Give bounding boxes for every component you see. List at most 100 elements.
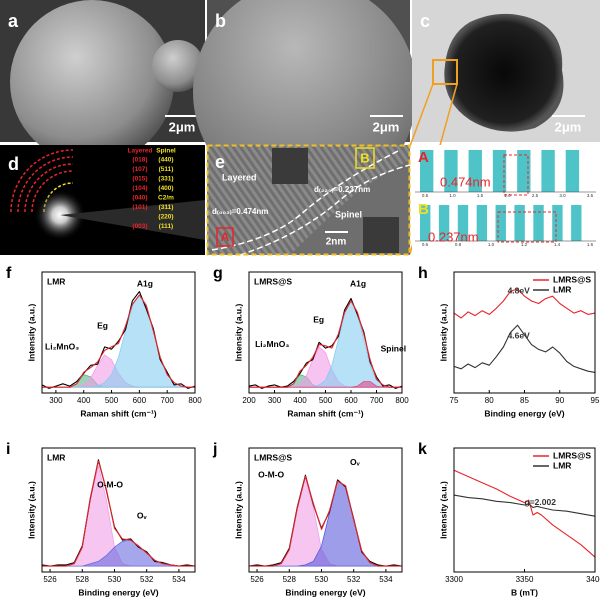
spectrum-line xyxy=(248,297,403,389)
profile-bar xyxy=(476,205,488,241)
profile-tick: 0.5 xyxy=(422,193,429,198)
annotation: O-M-O xyxy=(258,470,284,480)
x-tick-label: 528 xyxy=(76,575,90,584)
panel-letter: j xyxy=(212,441,217,458)
annotation: A1g xyxy=(350,278,366,288)
profile-spacing: 0.474nm xyxy=(440,174,491,189)
profile-label: B xyxy=(418,201,429,218)
profile-tick: 0.8 xyxy=(455,242,462,247)
profile-bar xyxy=(571,205,582,241)
x-tick-label: 800 xyxy=(395,396,409,405)
annotation: O-M-O xyxy=(97,479,123,489)
index-label: (101) xyxy=(132,204,147,211)
annotation: g=2.002 xyxy=(525,497,557,507)
panel-letter: h xyxy=(418,265,428,282)
scale-label: 2μm xyxy=(169,119,196,134)
panel-letter: i xyxy=(6,441,10,458)
annotation: A1g xyxy=(137,278,153,288)
x-tick-label: 530 xyxy=(108,575,122,584)
spinel-label: Spinel xyxy=(335,209,362,219)
spectrum-line xyxy=(249,475,402,567)
index-label: (440) xyxy=(158,157,173,164)
spectrum-line xyxy=(453,469,596,558)
x-tick-label: 528 xyxy=(283,575,297,584)
plot-frame xyxy=(41,271,196,394)
highlight-box xyxy=(497,211,557,243)
zoom-line xyxy=(409,83,434,147)
panel-e: A B e Layered Spinel d₍₀₀₃₎=0.474nm d₍₂₂… xyxy=(206,144,411,256)
x-tick-label: 500 xyxy=(319,396,333,405)
x-axis-label: B (mT) xyxy=(511,587,538,597)
index-label: (220) xyxy=(158,214,173,221)
x-tick-label: 700 xyxy=(370,396,384,405)
profile-bar xyxy=(444,150,458,192)
fft-inset xyxy=(272,148,308,184)
diffraction-ring xyxy=(10,149,74,213)
x-tick-label: 530 xyxy=(315,575,329,584)
y-axis-label: Intensity (a.u.) xyxy=(26,304,36,362)
x-tick-label: 3300 xyxy=(445,575,463,584)
profile-tick: 1.0 xyxy=(488,242,495,247)
diffraction-ring xyxy=(24,163,74,213)
annotation: Oᵥ xyxy=(350,457,361,467)
particle xyxy=(152,40,204,92)
legend-label: LMRS@S xyxy=(553,274,591,284)
panel-letter: b xyxy=(215,11,226,31)
panel-c: c 2μm xyxy=(412,0,600,142)
legend-label: LMRS@S xyxy=(553,450,591,460)
profile-tick: 3.5 xyxy=(587,193,594,198)
index-label: (311) xyxy=(159,204,174,211)
profile-bar xyxy=(468,150,482,192)
index-label: (107) xyxy=(132,166,147,173)
x-tick-label: 526 xyxy=(250,575,264,584)
panel-letter: k xyxy=(418,441,427,458)
spectrum-line xyxy=(453,494,596,517)
d-spacing: d₍₀₀₃₎=0.474nm xyxy=(212,207,268,216)
spectrum-line xyxy=(42,294,195,388)
annotation: Li₂MnO₃ xyxy=(45,341,79,351)
y-axis-label: Intensity (a.u.) xyxy=(26,481,36,539)
profile-tick: 3.0 xyxy=(559,193,566,198)
profile-a: 0.5 1.0 1.5 2.0 2.5 3.0 3.5 xyxy=(415,150,596,198)
profile-tick: 0.6 xyxy=(422,242,429,247)
x-tick-label: 400 xyxy=(77,396,91,405)
index-label: (111) xyxy=(159,223,173,230)
line-profiles: 0.5 1.0 1.5 2.0 2.5 3.0 3.5 0.6 0.8 1.0 1.2 1.4 1.6… xyxy=(412,145,600,255)
profile-tick: 2.5 xyxy=(532,193,539,198)
region-a xyxy=(216,227,234,247)
x-tick-label: 532 xyxy=(140,575,154,584)
diffraction-ring xyxy=(31,170,74,213)
profile-bar xyxy=(565,150,580,192)
profile-bar xyxy=(533,205,544,241)
legend-label: LMR xyxy=(553,460,571,470)
panel-letter: g xyxy=(213,265,223,282)
x-tick-label: 534 xyxy=(379,575,393,584)
index-label: (018) xyxy=(132,157,147,164)
annotation: Eg xyxy=(313,315,324,325)
y-axis-label: Intensity (a.u.) xyxy=(233,481,243,539)
index-list: (018) (440) (107) (511) (015) (331) (104) (400)… xyxy=(132,157,174,231)
region-b-label: B xyxy=(360,150,369,165)
x-tick-label: 532 xyxy=(347,575,361,584)
chart-title: LMRS@S xyxy=(254,452,292,462)
chart-title: LMR xyxy=(47,452,65,462)
profile-bar xyxy=(438,205,450,241)
x-tick-label: 600 xyxy=(133,396,147,405)
x-tick-label: 534 xyxy=(172,575,186,584)
panel-letter: e xyxy=(215,152,225,172)
fft-inset xyxy=(363,217,399,253)
x-tick-label: 600 xyxy=(344,396,358,405)
x-tick-label: 95 xyxy=(591,396,600,405)
region-a-label: A xyxy=(221,230,230,244)
panel-d: d Layered Spinel (018) (440)(107) (511)(01… xyxy=(0,145,205,255)
d-spacing: d₍₂₂₀₎=0.237nm xyxy=(314,185,370,194)
index-label: (040) xyxy=(132,195,147,202)
layered-label: Layered xyxy=(222,172,257,182)
x-tick-label: 300 xyxy=(268,396,282,405)
boundary xyxy=(211,149,401,251)
y-axis-label: Intensity (a.u.) xyxy=(438,304,448,362)
frame xyxy=(206,144,411,256)
x-tick-label: 75 xyxy=(450,396,459,405)
x-tick-label: 3350 xyxy=(516,575,534,584)
index-label: (104) xyxy=(132,185,147,192)
